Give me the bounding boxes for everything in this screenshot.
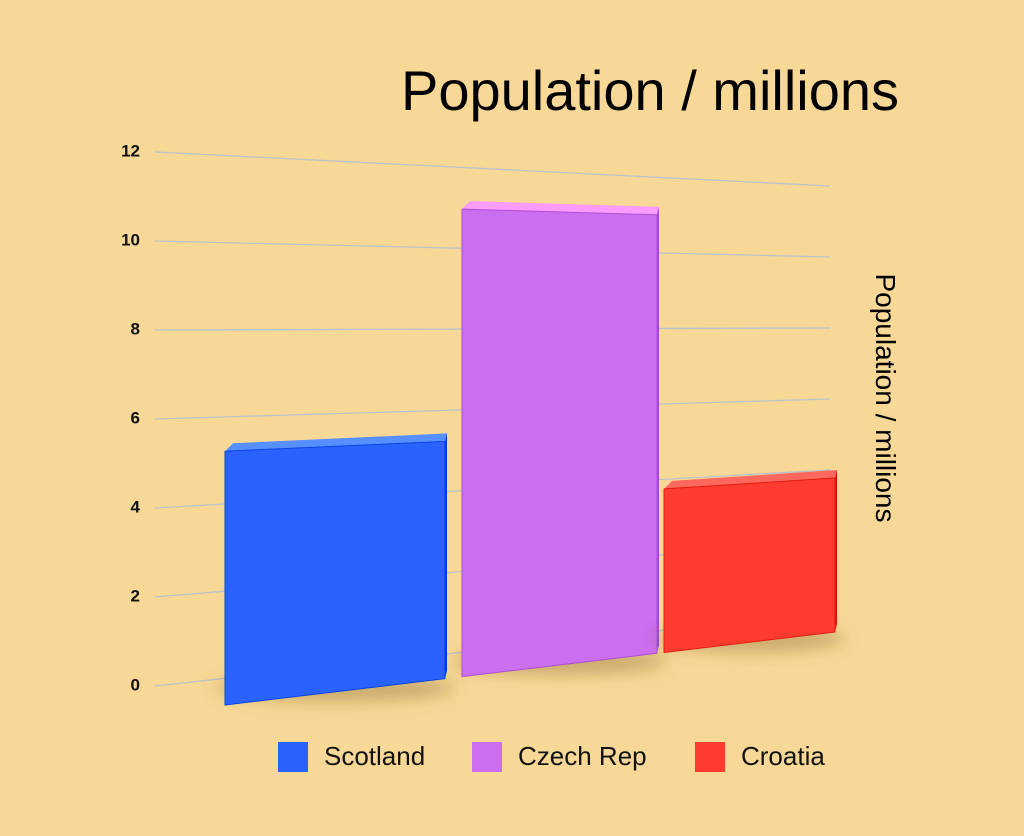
chart-title: Population / millions [401, 59, 899, 122]
legend-label: Croatia [741, 741, 825, 771]
bar [224, 440, 446, 706]
bar [461, 208, 658, 678]
bar-top [462, 201, 659, 215]
y-tick-label: 12 [121, 141, 140, 160]
y-tick-label: 4 [131, 497, 141, 516]
legend-swatch [695, 742, 725, 772]
grid-line [154, 151, 831, 187]
bar [663, 477, 836, 653]
y-tick-label: 0 [131, 675, 140, 694]
y-tick-label: 8 [131, 319, 140, 338]
y-tick-label: 10 [121, 230, 140, 249]
legend-swatch [278, 742, 308, 772]
legend-swatch [472, 742, 502, 772]
legend-label: Czech Rep [518, 741, 647, 771]
y-axis-label: Population / millions [870, 273, 901, 522]
y-tick-label: 6 [131, 408, 140, 427]
bar-top [664, 470, 837, 489]
bar-top [225, 433, 447, 452]
legend-label: Scotland [324, 741, 425, 771]
y-tick-label: 2 [131, 586, 140, 605]
